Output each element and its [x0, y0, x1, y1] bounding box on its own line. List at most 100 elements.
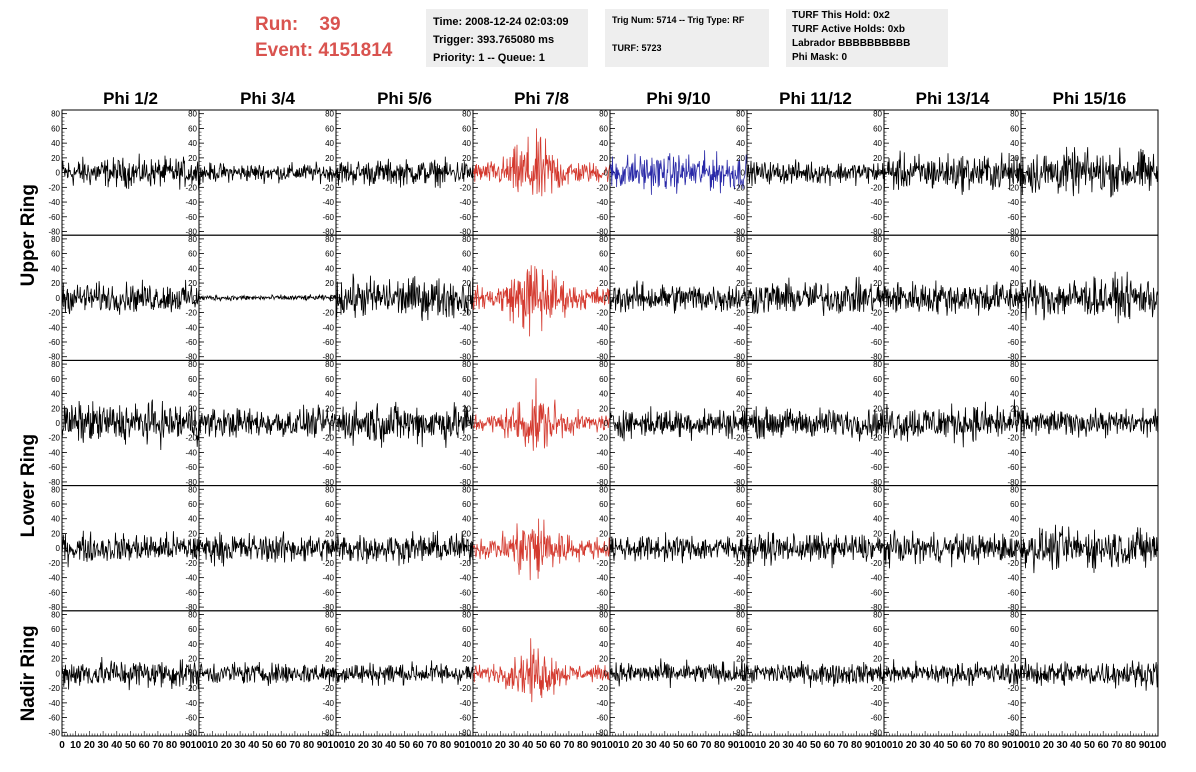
y-tick-label: -20: [870, 434, 882, 443]
x-tick-label: 90: [1002, 740, 1014, 751]
y-tick-label: -80: [459, 228, 471, 237]
y-tick-label: 60: [599, 625, 608, 634]
y-tick-label: 40: [325, 640, 334, 649]
x-tick-label: 60: [961, 740, 973, 751]
run-value: 39: [319, 14, 341, 35]
waveform-trace: [198, 404, 337, 438]
y-tick-label: -60: [48, 213, 60, 222]
y-tick-label: -20: [1007, 559, 1019, 568]
y-tick-label: 40: [188, 264, 197, 273]
time-trigger-box: Time: 2008-12-24 02:03:09 Trigger: 393.7…: [426, 9, 588, 67]
y-tick-label: -20: [1007, 434, 1019, 443]
y-tick-label: -60: [733, 463, 745, 472]
y-tick-label: 0: [1015, 169, 1020, 178]
y-tick-label: 20: [325, 404, 334, 413]
y-tick-label: 0: [330, 669, 335, 678]
y-tick-label: 0: [604, 544, 609, 553]
y-tick-label: 0: [878, 669, 883, 678]
y-tick-label: 60: [188, 500, 197, 509]
x-tick-label: 100: [328, 740, 345, 751]
y-tick-label: -80: [870, 353, 882, 362]
y-tick-label: -80: [733, 728, 745, 737]
x-tick-label: 30: [783, 740, 795, 751]
event-row: Event: 4151814: [255, 38, 392, 64]
y-tick-label: 80: [873, 360, 882, 369]
y-tick-label: -60: [870, 714, 882, 723]
y-tick-label: -60: [1007, 213, 1019, 222]
y-tick-label: 0: [330, 544, 335, 553]
y-tick-label: 20: [51, 154, 60, 163]
y-tick-label: 80: [873, 110, 882, 119]
y-tick-label: -20: [48, 183, 60, 192]
x-tick-label: 40: [522, 740, 534, 751]
y-tick-label: 40: [1010, 515, 1019, 524]
y-tick-label: -80: [185, 478, 197, 487]
y-tick-label: 20: [736, 655, 745, 664]
x-tick-label: 10: [481, 740, 493, 751]
y-tick-label: 40: [188, 640, 197, 649]
y-tick-label: 80: [325, 235, 334, 244]
waveform-trace: [1020, 524, 1159, 574]
y-tick-label: 40: [325, 264, 334, 273]
waveform-trace: [335, 273, 474, 322]
y-tick-label: 40: [736, 640, 745, 649]
x-tick-label: 30: [509, 740, 521, 751]
waveform-trace: [335, 401, 474, 448]
y-tick-label: -80: [596, 728, 608, 737]
waveform-trace: [472, 518, 611, 581]
y-tick-label: 80: [736, 235, 745, 244]
x-tick-label: 40: [1070, 740, 1082, 751]
y-tick-label: -40: [48, 323, 60, 332]
waveform-trace: [335, 156, 474, 189]
y-tick-label: 0: [1015, 544, 1020, 553]
y-tick-label: 0: [741, 169, 746, 178]
y-tick-label: -40: [596, 323, 608, 332]
waveform-trace: [472, 638, 611, 703]
waveform-trace: [883, 280, 1022, 316]
waveform-trace: [609, 532, 748, 564]
y-tick-label: 80: [462, 110, 471, 119]
y-tick-label: -20: [596, 309, 608, 318]
y-tick-label: 60: [599, 375, 608, 384]
y-tick-label: 80: [188, 360, 197, 369]
y-tick-label: 0: [1015, 669, 1020, 678]
y-tick-label: 0: [878, 294, 883, 303]
x-tick-label: 100: [602, 740, 619, 751]
y-tick-label: -80: [733, 603, 745, 612]
y-tick-label: 0: [330, 419, 335, 428]
y-tick-label: 60: [1010, 124, 1019, 133]
y-tick-label: -80: [185, 353, 197, 362]
y-tick-label: -20: [185, 434, 197, 443]
y-tick-label: -20: [596, 559, 608, 568]
x-tick-label: 90: [865, 740, 877, 751]
y-tick-label: 40: [599, 390, 608, 399]
y-tick-label: -60: [459, 213, 471, 222]
y-tick-label: -40: [596, 699, 608, 708]
y-tick-label: 20: [1010, 404, 1019, 413]
turf-holds-box: TURF This Hold: 0x2 TURF Active Holds: 0…: [786, 9, 948, 67]
x-tick-label: 0: [1018, 740, 1024, 751]
y-tick-label: 60: [599, 124, 608, 133]
y-tick-label: -40: [1007, 699, 1019, 708]
y-tick-label: 60: [51, 250, 60, 259]
x-tick-label: 40: [933, 740, 945, 751]
y-tick-label: -60: [185, 463, 197, 472]
x-tick-label: 40: [385, 740, 397, 751]
y-tick-label: -60: [596, 213, 608, 222]
panel-frame: [472, 234, 611, 361]
y-tick-label: 0: [741, 294, 746, 303]
x-tick-label: 80: [440, 740, 452, 751]
x-tick-label: 100: [876, 740, 893, 751]
waveform-trace: [61, 530, 200, 568]
y-tick-label: 80: [736, 610, 745, 619]
y-tick-label: 60: [51, 124, 60, 133]
row-label: Lower Ring: [18, 434, 39, 537]
waveform-trace: [1020, 146, 1159, 198]
y-tick-label: 20: [873, 655, 882, 664]
y-tick-label: 80: [51, 610, 60, 619]
y-tick-label: 40: [873, 640, 882, 649]
y-tick-label: 0: [193, 419, 198, 428]
y-tick-label: 40: [873, 264, 882, 273]
y-tick-label: 80: [188, 485, 197, 494]
